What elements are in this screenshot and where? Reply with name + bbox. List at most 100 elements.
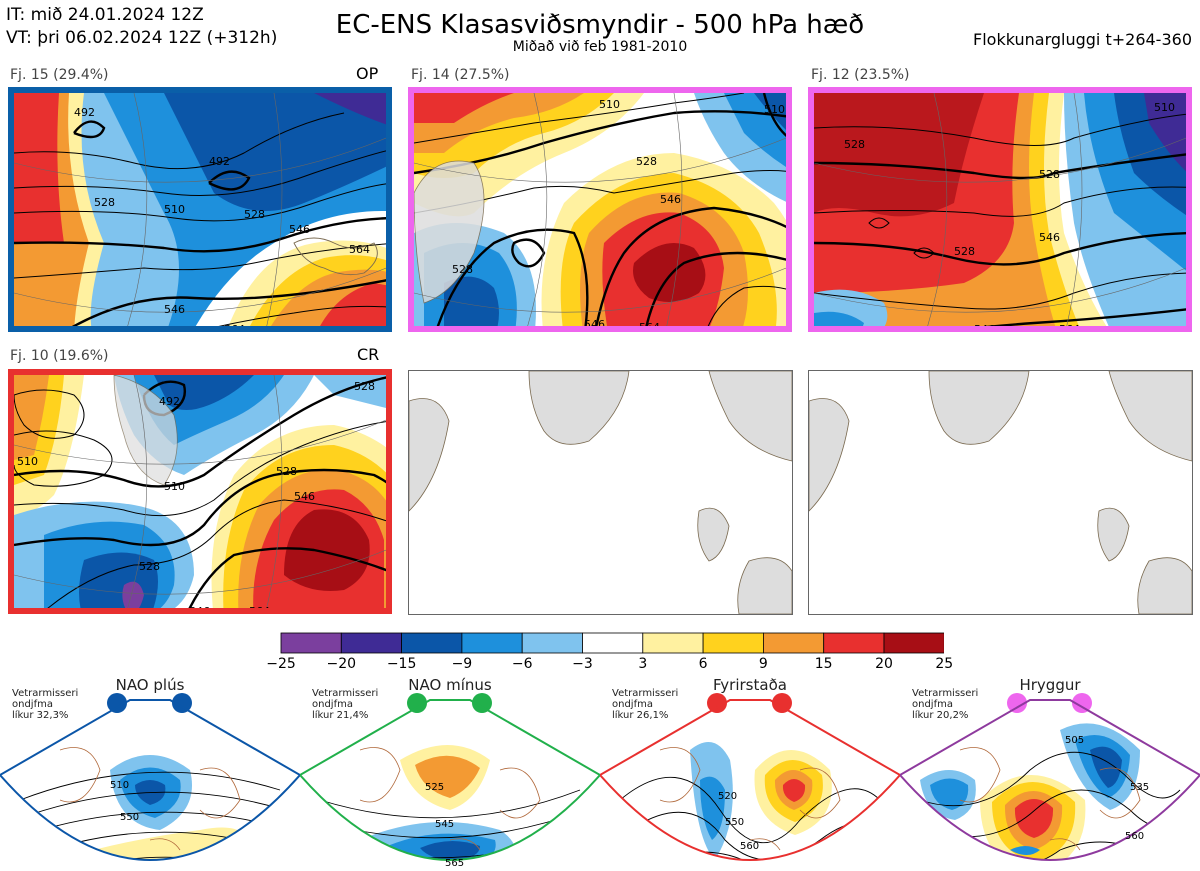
cluster-map-15: 492 492 510 528 528 546 564 546 564 ° xyxy=(14,93,392,332)
regime-info-line: Vetrarmisseri xyxy=(12,688,79,699)
empty-map-panel xyxy=(808,370,1193,615)
contour-label: 510 xyxy=(1154,101,1175,114)
contour-label: 528 xyxy=(244,208,265,221)
colorbar-tick-label: −9 xyxy=(451,656,473,672)
contour-label: 528 xyxy=(276,465,297,478)
panel-4-label: Fj. 10 (19.6%) xyxy=(10,348,109,364)
regime-title: NAO mínus xyxy=(408,676,492,694)
regime-contour-label: 535 xyxy=(1130,782,1149,793)
contour-label: 546 xyxy=(974,323,995,332)
contour-label: 510 xyxy=(17,455,38,468)
regime-map: 510 550 xyxy=(0,699,300,861)
colorbar-tick-label: −3 xyxy=(572,656,593,672)
contour-label: 564 xyxy=(639,321,660,332)
regime-contour-label: 510 xyxy=(110,780,129,791)
regime-title: Hryggur xyxy=(1019,676,1081,694)
regime-contour-label: 560 xyxy=(1125,831,1144,842)
contour-label: 564 xyxy=(224,323,245,332)
regime-info-line: ondjfma xyxy=(12,699,53,710)
regime-info: Vetrarmisseri ondjfma líkur 21,4% xyxy=(312,688,378,721)
regime-contour-label: 550 xyxy=(725,817,744,828)
regime-info-line: ondjfma xyxy=(912,699,953,710)
cluster-map-10: 492 510 528 546 564 528 546 528 510 xyxy=(14,375,386,614)
cluster-map-panel: 492 510 528 546 564 528 546 528 510 xyxy=(8,369,392,614)
regime-dot xyxy=(472,693,492,713)
contour-label: 528 xyxy=(139,560,160,573)
colorbar-tick-label: −6 xyxy=(511,656,533,672)
colorbar-tick-label: 25 xyxy=(935,656,954,672)
regime-contour-label: 560 xyxy=(740,841,759,852)
regime-info: Vetrarmisseri ondjfma líkur 20,2% xyxy=(912,688,978,721)
colorbar-segment xyxy=(762,632,825,654)
colorbar-segment xyxy=(582,632,644,654)
contour-label: 528 xyxy=(354,380,375,393)
regime-dot xyxy=(1007,693,1027,713)
cluster-map-12: 528 528 546 528 546 564 510 xyxy=(814,93,1186,332)
colorbar-segment xyxy=(280,632,342,654)
regime-info: Vetrarmisseri ondjfma líkur 26,1% xyxy=(612,688,678,721)
contour-label: 528 xyxy=(94,196,115,209)
contour-label: 528 xyxy=(636,155,657,168)
colorbar-segment xyxy=(883,632,944,654)
regime-dot xyxy=(707,693,727,713)
page-title: EC-ENS Klasasviðsmyndir - 500 hPa hæð xyxy=(335,10,865,40)
colorbar-segment xyxy=(461,632,523,654)
cluster-map-panel: 510 528 546 528 546 564 510 xyxy=(408,87,792,332)
contour-label: 528 xyxy=(452,263,473,276)
regime-info-line: ondjfma xyxy=(312,699,353,710)
colorbar-tick-label: 3 xyxy=(638,656,648,672)
regime-dot xyxy=(772,693,792,713)
regime-title: Fyrirstaða xyxy=(713,676,787,694)
contour-label: 564 xyxy=(1059,323,1080,332)
svg-text:°: ° xyxy=(386,96,392,110)
regime-contour-label: 545 xyxy=(435,819,454,830)
cluster-map-14: 510 528 546 528 546 564 510 xyxy=(414,93,786,332)
regime-info-line: líkur 20,2% xyxy=(912,710,969,721)
regime-title: NAO plús xyxy=(115,676,185,694)
colorbar-tick-label: 20 xyxy=(875,656,893,672)
init-time: IT: mið 24.01.2024 12Z xyxy=(6,5,204,25)
panel-2-label: Fj. 14 (27.5%) xyxy=(411,67,510,83)
cluster-map-panel: 492 492 510 528 528 546 564 546 564 ° xyxy=(8,87,392,332)
panel-3-label: Fj. 12 (23.5%) xyxy=(811,67,910,83)
colorbar-segment xyxy=(521,632,583,654)
contour-label: 510 xyxy=(764,103,785,116)
regime-contour-label: 525 xyxy=(425,782,444,793)
regime-info-line: ondjfma xyxy=(612,699,653,710)
valid-time: VT: þri 06.02.2024 12Z (+312h) xyxy=(6,28,278,48)
colorbar-tick-label: −25 xyxy=(266,656,296,672)
panel-1-label: Fj. 15 (29.4%) xyxy=(10,67,109,83)
regime-map: 520 550 560 xyxy=(600,699,900,861)
colorbar-tick-label: 15 xyxy=(814,656,833,672)
regime-map: 505 535 560 xyxy=(900,699,1200,861)
header-info: IT: mið 24.01.2024 12Z VT: þri 06.02.202… xyxy=(6,4,277,50)
coastline-map xyxy=(409,371,792,614)
regime-info-line: Vetrarmisseri xyxy=(612,688,679,699)
classification-window: Flokkunargluggi t+264-360 xyxy=(973,30,1192,49)
regime-info-line: líkur 26,1% xyxy=(612,710,669,721)
panel-1-tag: OP xyxy=(356,64,379,83)
colorbar-tick-label: −15 xyxy=(386,656,417,672)
regime-info-line: Vetrarmisseri xyxy=(912,688,979,699)
colorbar-segment xyxy=(702,632,764,654)
contour-label: 492 xyxy=(159,395,180,408)
regime-info-line: líkur 32,3% xyxy=(12,710,69,721)
contour-label: 546 xyxy=(294,490,315,503)
regime-dot xyxy=(1072,693,1092,713)
contour-label: 564 xyxy=(249,605,270,614)
regime-contour-label: 565 xyxy=(445,858,464,869)
colorbar-segment xyxy=(340,632,402,654)
regime-dot xyxy=(172,693,192,713)
panel-4-tag: CR xyxy=(357,345,380,364)
coastline-map xyxy=(809,371,1192,614)
contour-label: 546 xyxy=(660,193,681,206)
contour-label: 546 xyxy=(584,318,605,331)
regime-info: Vetrarmisseri ondjfma líkur 32,3% xyxy=(12,688,78,721)
regime-dot xyxy=(107,693,127,713)
empty-map-panel xyxy=(408,370,793,615)
colorbar-tick-label: 6 xyxy=(698,656,708,672)
colorbar-tick-label: 9 xyxy=(758,656,768,672)
colorbar-tick-label: −20 xyxy=(326,656,357,672)
colorbar-segment xyxy=(642,632,704,654)
contour-label: 546 xyxy=(164,303,185,316)
